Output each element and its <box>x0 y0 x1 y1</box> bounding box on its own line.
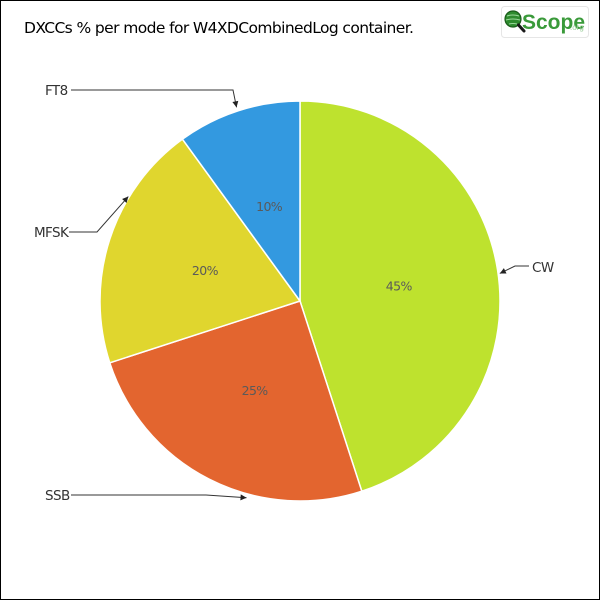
logo-text: Scope <box>522 11 585 34</box>
slice-percent-label-ssb: 25% <box>242 383 269 398</box>
pie-slice-mfsk <box>99 138 302 364</box>
callout-label-cw: CW <box>532 260 554 276</box>
chart-title: DXCCs % per mode for W4XDCombinedLog con… <box>24 19 414 37</box>
magnifier-globe-icon <box>504 10 526 33</box>
pie-slice-ssb <box>108 300 363 502</box>
callout-arrowhead <box>122 196 129 204</box>
callout-ft8: FT8 <box>45 83 239 108</box>
callout-label-mfsk: MFSK <box>34 225 70 241</box>
callout-ssb: SSB <box>45 488 247 504</box>
pie-slice-ft8 <box>181 100 301 304</box>
slice-percent-label-ft8: 10% <box>256 199 283 214</box>
callout-label-ssb: SSB <box>45 488 70 504</box>
callout-label-ft8: FT8 <box>45 83 68 99</box>
qscope-logo: Scope .org <box>501 6 589 38</box>
callout-mfsk: MFSK <box>34 196 129 241</box>
callout-arrowhead <box>232 100 239 108</box>
callout-arrowhead <box>499 268 507 274</box>
slice-percent-label-mfsk: 20% <box>192 263 219 278</box>
pie-slice-cw <box>299 100 501 493</box>
slice-percent-label-cw: 45% <box>386 278 413 293</box>
logo-suffix: .org <box>570 23 584 32</box>
callout-arrowhead <box>240 494 247 501</box>
callout-cw: CW <box>499 260 554 276</box>
